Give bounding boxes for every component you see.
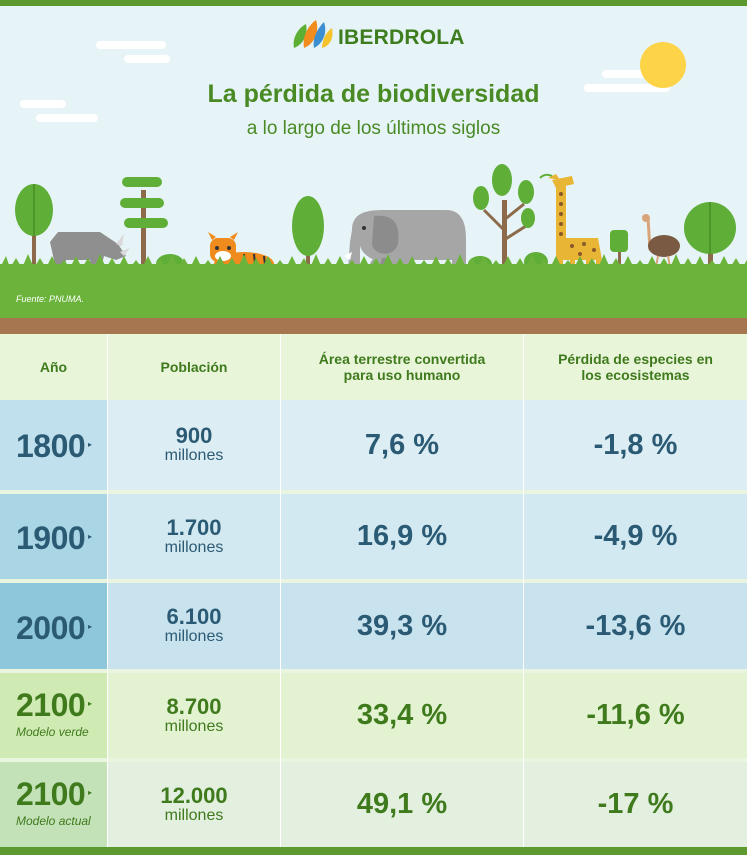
population-value: 1.700 [166,514,222,540]
chevron-right-icon: ▸ [88,788,93,797]
biodiversity-table: Año Población Área terrestre convertida … [0,334,747,847]
year-cell: 1800 ▸ [0,400,107,490]
table-row: 1800 ▸ 900 millones 7,6 % -1,8 % [0,400,747,490]
header-land-line1: Área terrestre convertida [318,351,486,367]
population-cell: 6.100 millones [108,583,280,669]
cloud [124,55,170,63]
population-value: 6.100 [166,604,222,629]
iberdrola-logo: IBERDROLA [290,16,470,56]
header-species-line1: Pérdida de especies en [558,351,713,367]
population-unit: millones [164,806,224,824]
population-unit: millones [164,538,224,556]
population-unit: millones [164,447,224,464]
tree-icon [684,202,736,268]
table-row: 1900 ▸ 1.700 millones 16,9 % -4,9 % [0,494,747,579]
year-label: 2100 [16,776,86,812]
page-subtitle: a lo largo de los últimos siglos [246,118,501,139]
year-label: 2000 [16,610,86,646]
land-use-value: 33,4 % [356,699,448,731]
column-divider [107,334,108,847]
grass-blades [0,254,747,268]
cloud [96,41,166,49]
land-use-value: 7,6 % [364,428,440,461]
tree-icon [610,230,628,266]
year-cell: 2000 ▸ [0,583,107,669]
column-divider [280,334,281,847]
cloud [602,70,660,78]
cloud [584,84,670,92]
land-use-value: 49,1 % [356,788,448,820]
column-divider [523,334,524,847]
species-loss-value: -11,6 % [586,699,685,731]
top-bar [0,0,747,6]
table-row: 2000 ▸ 6.100 millones 39,3 % -13,6 % [0,583,747,669]
iberdrola-leaf-icon [293,20,333,48]
rhino-icon [50,232,130,276]
species-loss-value: -4,9 % [593,520,678,552]
chevron-right-icon: ▸ [88,440,93,449]
model-label: Modelo verde [16,725,89,739]
species-loss-value: -1,8 % [593,428,678,461]
population-unit: millones [164,717,224,735]
soil-strip [0,318,747,334]
bottom-bar [0,847,747,855]
population-cell: 900 millones [108,400,280,490]
species-loss-value: -13,6 % [585,609,686,642]
sun-icon [640,42,686,88]
population-value: 900 [175,423,213,448]
header-year: Año [39,359,68,375]
header-land-use: Área terrestre convertida para uso human… [281,334,523,400]
grass-ground [0,264,747,318]
source-note: Fuente: PNUMA. [16,294,85,304]
model-label: Modelo actual [16,814,91,828]
table-row: 2100 ▸ Modelo actual 12.000 millones 49,… [0,762,747,847]
table-header: Año Población Área terrestre convertida … [0,334,747,400]
population-cell: 1.700 millones [108,494,280,579]
tree-icon [473,164,535,266]
cloud [36,114,98,122]
header-land-line2: para uso humano [343,367,461,383]
tree-icon [292,196,324,266]
cloud [20,100,66,108]
population-cell: 8.700 millones [108,673,280,758]
year-label: 1800 [16,428,86,464]
header-species-loss: Pérdida de especies en los ecosistemas [524,334,747,400]
species-loss-value: -17 % [597,788,674,820]
year-label: 1900 [16,520,86,556]
land-use-value: 16,9 % [356,520,448,552]
page-title: La pérdida de biodiversidad [207,80,540,108]
table-row: 2100 ▸ Modelo verde 8.700 millones 33,4 … [0,673,747,758]
brand-name: IBERDROLA [338,26,465,49]
population-value: 8.700 [166,693,222,719]
year-label: 2100 [16,687,86,723]
chevron-right-icon: ▸ [88,699,93,708]
population-cell: 12.000 millones [108,762,280,847]
header-species-line2: los ecosistemas [581,367,690,383]
year-cell: 2100 ▸ Modelo actual [0,762,107,847]
land-use-value: 39,3 % [356,609,448,642]
chevron-right-icon: ▸ [88,532,93,541]
population-unit: millones [164,628,224,645]
population-value: 12.000 [160,782,228,808]
tree-icon [15,184,53,266]
tree-icon [120,177,168,268]
year-cell: 2100 ▸ Modelo verde [0,673,107,758]
header-population: Población [160,359,228,375]
year-cell: 1900 ▸ [0,494,107,579]
chevron-right-icon: ▸ [88,622,93,631]
